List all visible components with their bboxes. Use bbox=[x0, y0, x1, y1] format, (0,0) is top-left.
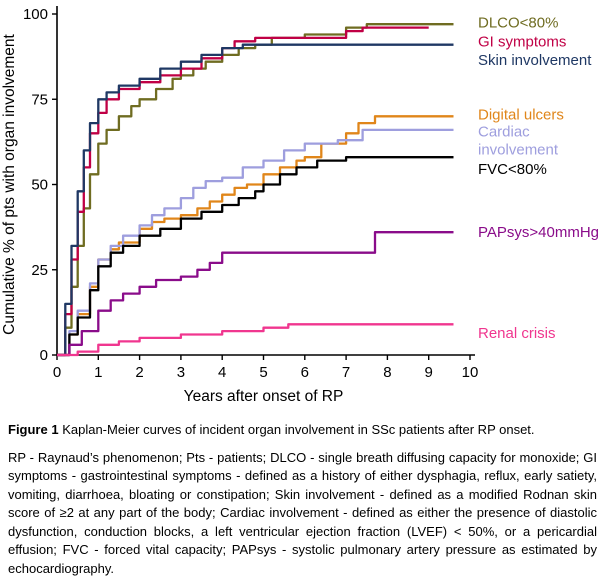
y-tick-label: 0 bbox=[40, 347, 48, 364]
x-tick-label: 3 bbox=[177, 364, 185, 381]
x-tick-label: 5 bbox=[259, 364, 267, 381]
legend-digital-ulcers: Digital ulcers bbox=[478, 107, 564, 124]
figure-caption: Figure 1 Kaplan-Meier curves of incident… bbox=[8, 422, 597, 437]
y-tick-label: 75 bbox=[31, 91, 48, 108]
y-axis-title: Cumulative % of pts with organ involveme… bbox=[1, 33, 18, 334]
legend-gi-symptoms: GI symptoms bbox=[478, 33, 566, 50]
abbreviations-paragraph: RP - Raynaud’s phenomenon; Pts - patient… bbox=[8, 450, 597, 576]
x-tick-label: 7 bbox=[342, 364, 350, 381]
x-tick-label: 2 bbox=[135, 364, 143, 381]
series-fvc-80 bbox=[57, 156, 454, 357]
series-digital-ulcers bbox=[57, 115, 454, 357]
x-tick-label: 4 bbox=[218, 364, 226, 381]
legend-renal-crisis: Renal crisis bbox=[478, 325, 556, 342]
series-papsys-40mmhg bbox=[57, 231, 454, 357]
legend-papsys-40mmhg: PAPsys>40mmHg bbox=[478, 224, 599, 241]
legend-cardiac-involvement-line2: involvement bbox=[478, 142, 559, 159]
x-axis-title: Years after onset of RP bbox=[184, 388, 344, 405]
x-tick-label: 6 bbox=[301, 364, 309, 381]
series-dlco-80 bbox=[57, 23, 454, 357]
series-skin-involvement bbox=[57, 43, 454, 357]
legend-fvc-80: FVC<80% bbox=[478, 161, 547, 178]
figure-caption-text: Kaplan-Meier curves of incident organ in… bbox=[58, 422, 535, 437]
series-renal-crisis bbox=[57, 323, 454, 357]
x-tick-label: 9 bbox=[425, 364, 433, 381]
x-tick-label: 8 bbox=[383, 364, 391, 381]
series-gi-symptoms bbox=[57, 26, 429, 357]
x-tick-label: 1 bbox=[94, 364, 102, 381]
y-tick-label: 100 bbox=[23, 6, 48, 23]
y-tick-label: 25 bbox=[31, 262, 48, 279]
x-tick-label: 10 bbox=[462, 364, 479, 381]
figure-text-block: Figure 1 Kaplan-Meier curves of incident… bbox=[0, 422, 605, 578]
x-tick-label: 0 bbox=[53, 364, 61, 381]
legend-cardiac-involvement: Cardiac bbox=[478, 124, 530, 141]
y-tick-label: 50 bbox=[31, 177, 48, 194]
legend-skin-involvement: Skin involvement bbox=[478, 52, 592, 69]
legend-dlco-80: DLCO<80% bbox=[478, 15, 558, 32]
series-cardiac-involvement bbox=[57, 128, 454, 357]
figure-caption-label: Figure 1 bbox=[8, 422, 59, 437]
